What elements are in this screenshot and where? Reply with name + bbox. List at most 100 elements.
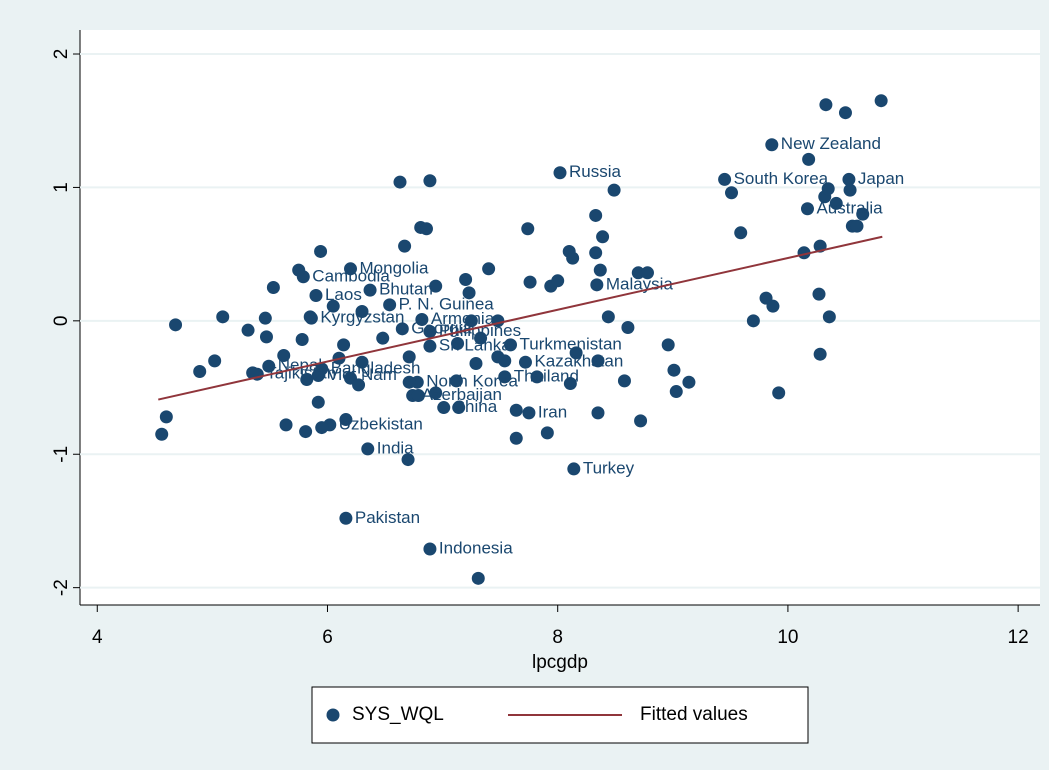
point — [551, 274, 565, 288]
point — [469, 357, 483, 371]
x-tick-label: 6 — [322, 627, 333, 648]
point — [216, 310, 230, 324]
point — [376, 331, 390, 345]
point — [593, 263, 607, 277]
point-label: Pakistan — [355, 508, 420, 527]
point — [402, 350, 416, 364]
point — [631, 266, 645, 280]
point — [411, 389, 425, 403]
point — [591, 406, 605, 420]
point-label: Japan — [858, 169, 904, 188]
point — [262, 359, 276, 373]
point — [437, 401, 451, 415]
y-tick-label: 0 — [51, 316, 72, 327]
point-label: Kazakhstan — [534, 352, 623, 371]
point — [451, 337, 465, 351]
point — [464, 314, 478, 328]
point — [661, 338, 675, 352]
point — [299, 425, 313, 439]
point — [279, 418, 293, 432]
point — [590, 278, 604, 292]
point — [607, 183, 621, 197]
point — [419, 222, 433, 236]
point — [843, 183, 857, 197]
point — [522, 406, 536, 420]
point — [344, 262, 358, 276]
point — [504, 338, 518, 352]
point — [423, 339, 437, 353]
point — [523, 275, 537, 289]
legend-label: SYS_WQL — [352, 704, 444, 725]
point — [159, 410, 173, 424]
point — [856, 207, 870, 221]
point — [355, 304, 369, 318]
point — [352, 378, 366, 392]
point — [314, 244, 328, 258]
point — [682, 375, 696, 389]
point — [718, 172, 732, 186]
point — [429, 279, 443, 293]
point — [591, 354, 605, 368]
point — [311, 369, 325, 383]
point — [569, 346, 583, 360]
point — [563, 377, 577, 391]
point — [355, 355, 369, 369]
point — [423, 174, 437, 188]
point — [530, 370, 544, 384]
point — [498, 354, 512, 368]
point-label: Uzbekistan — [339, 414, 423, 433]
point — [589, 246, 603, 260]
point — [617, 374, 631, 388]
legend-marker — [326, 708, 340, 722]
point — [423, 325, 437, 339]
point — [258, 311, 272, 325]
point — [734, 226, 748, 240]
point — [518, 355, 532, 369]
point — [193, 365, 207, 379]
point-label: Indonesia — [439, 538, 513, 557]
point-label: Turkey — [583, 458, 635, 477]
point — [772, 386, 786, 400]
point — [423, 542, 437, 556]
point — [246, 366, 260, 380]
point — [295, 333, 309, 347]
point — [393, 175, 407, 189]
point — [208, 354, 222, 368]
point-label: North Korea — [426, 372, 518, 391]
point — [429, 386, 443, 400]
point-label: Thailand — [514, 366, 579, 385]
point — [765, 138, 779, 152]
point — [449, 374, 463, 388]
point — [667, 363, 681, 377]
point — [802, 152, 816, 166]
point — [813, 347, 827, 361]
point — [640, 266, 654, 280]
point — [459, 272, 473, 286]
point — [339, 511, 353, 525]
x-tick-label: 12 — [1008, 627, 1029, 648]
point — [402, 375, 416, 389]
y-tick-label: -2 — [51, 579, 72, 596]
point-label: Armenia — [431, 309, 495, 328]
legend-label: Fitted values — [640, 704, 748, 725]
point — [259, 330, 273, 344]
point — [850, 219, 864, 233]
point — [589, 208, 603, 222]
point-label: Sri Lanka — [439, 336, 511, 355]
x-tick-label: 4 — [92, 627, 103, 648]
point — [596, 230, 610, 244]
point — [395, 322, 409, 336]
point — [566, 251, 580, 265]
point — [521, 222, 535, 236]
point — [746, 314, 760, 328]
point-label: P. N. Guinea — [399, 294, 495, 313]
y-tick-label: -1 — [51, 446, 72, 463]
point — [311, 395, 325, 409]
point — [169, 318, 183, 332]
point-label: Russia — [569, 162, 622, 181]
point — [819, 98, 833, 112]
point — [266, 280, 280, 294]
x-axis-title: lpcgdp — [532, 652, 588, 673]
